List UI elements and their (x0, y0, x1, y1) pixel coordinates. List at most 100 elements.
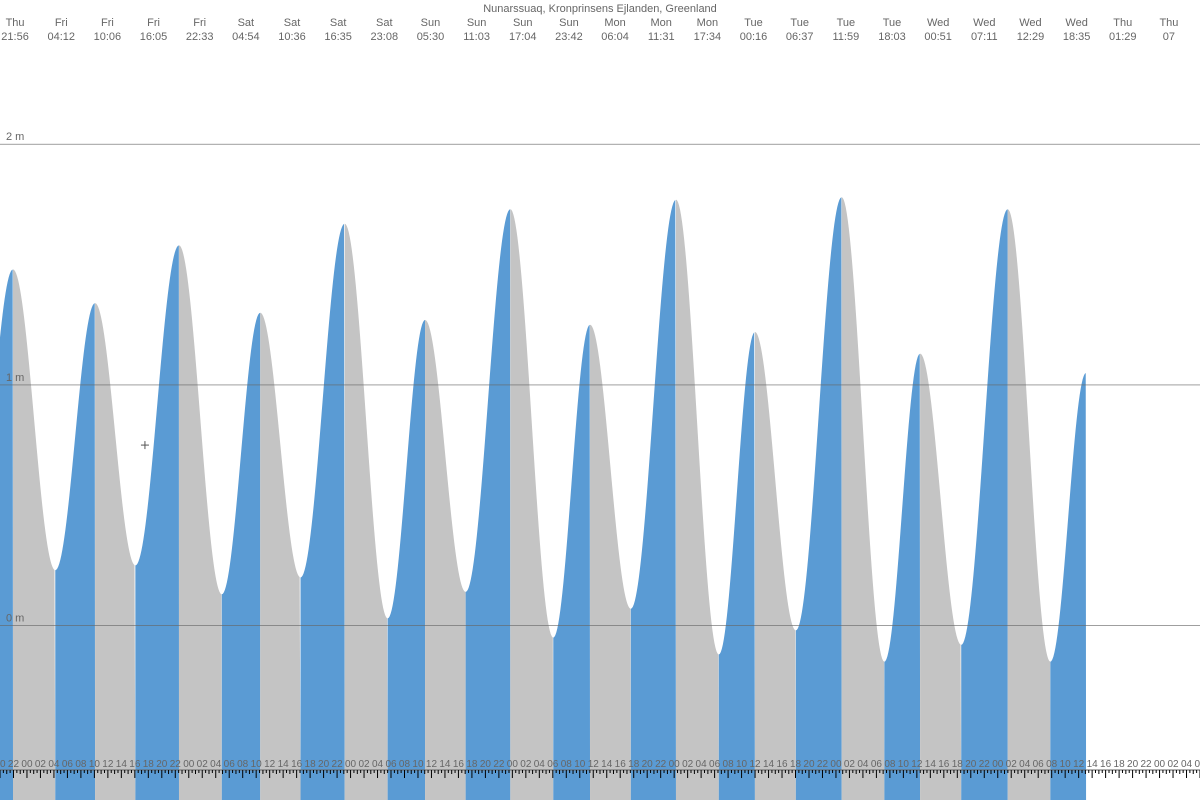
x-axis-hour-label: 08 (723, 759, 735, 770)
x-axis-hour-label: 00 (345, 759, 357, 770)
x-axis-hour-label: 00 (183, 759, 195, 770)
top-label-day: Tue (883, 17, 902, 29)
tide-lobe (388, 320, 425, 800)
x-axis-hour-label: 02 (1006, 759, 1018, 770)
top-label-day: Tue (744, 17, 763, 29)
top-label-day: Sat (238, 17, 255, 29)
x-axis-hour-label: 02 (35, 759, 47, 770)
top-label-time: 23:42 (555, 31, 583, 43)
top-label-time: 22:33 (186, 31, 214, 43)
x-axis-hour-label: 18 (628, 759, 640, 770)
x-axis-hour-label: 14 (763, 759, 775, 770)
x-axis-hour-label: 18 (466, 759, 478, 770)
x-axis-hour-label: 18 (790, 759, 802, 770)
top-label-day: Mon (697, 17, 718, 29)
x-axis-hour-label: 12 (1073, 759, 1085, 770)
x-axis-hour-label: 18 (952, 759, 964, 770)
top-label-day: Fri (101, 17, 114, 29)
x-axis-hour-label: 02 (1167, 759, 1179, 770)
top-label-day: Sat (376, 17, 393, 29)
top-label-day: Mon (604, 17, 625, 29)
x-axis-hour-label: 12 (588, 759, 600, 770)
x-axis-hour-label: 12 (749, 759, 761, 770)
top-label-day: Wed (1019, 17, 1041, 29)
x-axis-hour-label: 22 (332, 759, 344, 770)
top-label-time: 07:11 (971, 31, 998, 43)
x-axis-hour-label: 22 (979, 759, 991, 770)
x-axis-hour-label: 04 (48, 759, 60, 770)
tide-lobe (884, 354, 920, 800)
top-label-time: 16:35 (324, 31, 352, 43)
x-axis-hour-label: 08 (237, 759, 249, 770)
x-axis-hour-label: 16 (291, 759, 303, 770)
x-axis-hour-label: 22 (817, 759, 829, 770)
top-label-time: 07 (1163, 31, 1175, 43)
x-axis-hour-label: 16 (615, 759, 627, 770)
tide-lobe (222, 313, 260, 800)
x-axis-hour-label: 04 (696, 759, 708, 770)
top-label-day: Sat (284, 17, 301, 29)
x-axis-hour-label: 10 (1060, 759, 1072, 770)
x-axis-hour-label: 12 (264, 759, 276, 770)
x-axis-hour-label: 04 (1181, 759, 1193, 770)
top-label-day: Thu (1159, 17, 1178, 29)
x-axis-hour-label: 04 (372, 759, 384, 770)
tide-lobe (755, 332, 796, 800)
x-axis-hour-label: 14 (439, 759, 451, 770)
top-label-time: 23:08 (371, 31, 399, 43)
x-axis-hour-label: 00 (669, 759, 681, 770)
x-axis-hour-label: 20 (156, 759, 168, 770)
x-axis-hour-label: 00 (507, 759, 519, 770)
x-axis-hour-label: 22 (8, 759, 20, 770)
x-axis-hour-label: 18 (305, 759, 317, 770)
tide-lobe (95, 303, 135, 800)
x-axis-hour-label: 22 (493, 759, 505, 770)
x-axis-hour-label: 02 (520, 759, 532, 770)
top-label-time: 17:34 (694, 31, 722, 43)
top-label-day: Sun (467, 17, 487, 29)
top-label-day: Wed (1065, 17, 1087, 29)
tide-lobe (1050, 373, 1086, 800)
tide-lobe (631, 200, 676, 800)
top-label-time: 11:59 (832, 31, 859, 43)
top-label-time: 18:03 (878, 31, 906, 43)
top-label-day: Tue (790, 17, 809, 29)
x-axis-hour-label: 08 (75, 759, 87, 770)
x-axis-hour-label: 12 (102, 759, 114, 770)
top-label-day: Sun (513, 17, 533, 29)
x-axis-hour-label: 06 (385, 759, 397, 770)
x-axis-hour-label: 14 (116, 759, 128, 770)
top-label-day: Thu (1113, 17, 1132, 29)
top-label-time: 11:03 (463, 31, 490, 43)
x-axis-hour-label: 02 (358, 759, 370, 770)
top-label-time: 10:36 (278, 31, 306, 43)
x-axis-hour-label: 00 (992, 759, 1004, 770)
x-axis-hour-label: 12 (426, 759, 438, 770)
x-axis-hour-label: 08 (1046, 759, 1058, 770)
x-axis-hour-label: 08 (561, 759, 573, 770)
chart-title: Nunarssuaq, Kronprinsens Ejlanden, Green… (483, 3, 717, 15)
x-axis-hour-label: 06 (1033, 759, 1045, 770)
top-label-day: Fri (147, 17, 160, 29)
x-axis-hour-label: 10 (89, 759, 101, 770)
tide-lobe (590, 325, 631, 800)
x-axis-hour-label: 18 (1114, 759, 1126, 770)
tide-lobe (13, 269, 55, 800)
y-axis-label: 1 m (6, 372, 24, 384)
top-label-time: 04:54 (232, 31, 260, 43)
top-label-time: 11:31 (648, 31, 675, 43)
x-axis-hour-label: 22 (655, 759, 667, 770)
top-label-time: 16:05 (140, 31, 168, 43)
tide-lobe (842, 197, 885, 800)
x-axis-hour-label: 14 (278, 759, 290, 770)
top-label-time: 00:16 (740, 31, 768, 43)
tide-lobe (920, 354, 961, 800)
tide-lobe (55, 303, 95, 800)
x-axis-hour-label: 06 (709, 759, 721, 770)
tide-lobe (719, 332, 755, 800)
x-axis-hour-label: 20 (480, 759, 492, 770)
y-axis-label: 2 m (6, 131, 24, 143)
top-label-day: Wed (973, 17, 995, 29)
tide-chart: 0 m1 m2 mNunarssuaq, Kronprinsens Ejland… (0, 0, 1200, 800)
tide-lobe (0, 269, 13, 800)
